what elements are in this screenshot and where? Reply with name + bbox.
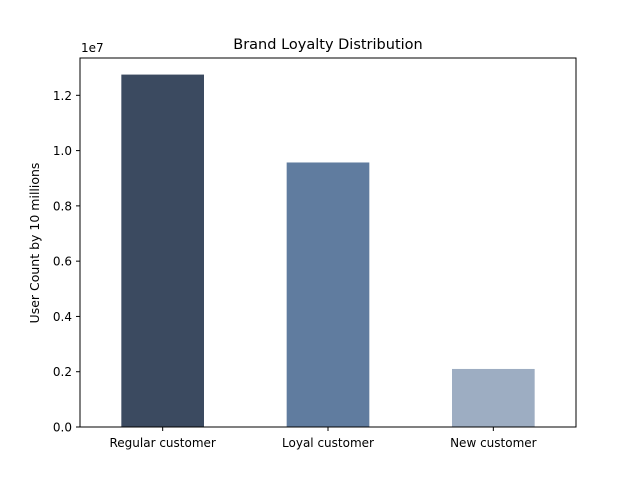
plot-frame: [79, 57, 577, 428]
bar-new-customer: [452, 368, 535, 427]
y-tick-label: 1.0: [53, 144, 72, 158]
y-tick-label: 0.0: [53, 421, 72, 435]
y-tick-label: 0.2: [53, 365, 72, 379]
y-tick-label: 1.2: [53, 89, 72, 103]
y-tick-label: 0.4: [53, 310, 72, 324]
x-tick-label: New customer: [450, 436, 537, 450]
bar-regular-customer: [121, 74, 204, 428]
x-ticks-group: Regular customer Loyal customer New custom…: [109, 427, 537, 450]
y-tick-label: 0.6: [53, 255, 72, 269]
bar-loyal-customer: [286, 162, 370, 427]
x-tick-label: Loyal customer: [282, 436, 374, 450]
y-offset-label: 1e7: [81, 41, 104, 55]
x-tick-label: Regular customer: [109, 436, 215, 450]
bars-group: [121, 74, 535, 428]
y-ticks-group: 0.0 0.2 0.4 0.6 0.8 1.0 1.2: [53, 89, 80, 435]
y-tick-label: 0.8: [53, 199, 72, 213]
y-axis-label: User Count by 10 millions: [27, 163, 42, 324]
chart-title: Brand Loyalty Distribution: [233, 37, 422, 53]
